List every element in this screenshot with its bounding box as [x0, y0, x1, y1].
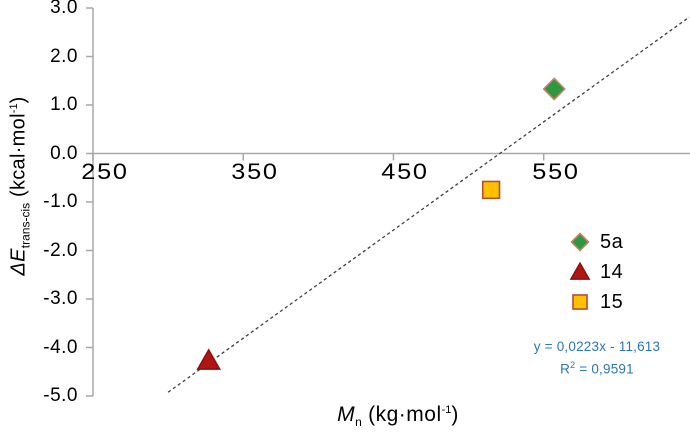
legend: 5a 14 15 [567, 227, 623, 317]
y-tick-label: 2.0 [50, 45, 78, 67]
x-axis-units-close: ) [451, 403, 459, 426]
x-axis-units: (kg·mol [361, 403, 442, 426]
y-tick-label: 1.0 [50, 94, 78, 115]
r-exponent: 2 [570, 360, 576, 370]
y-axis-units-exponent: -1 [7, 103, 20, 114]
y-axis-subscript: trans-cis [18, 202, 33, 249]
y-tick-label: -1.0 [43, 191, 78, 212]
triangle-icon [569, 261, 591, 280]
triangle-glyph [569, 261, 591, 280]
y-tick-label: 3.0 [50, 0, 78, 18]
x-tick-label: 550 [531, 159, 580, 184]
legend-item-14: 14 [567, 257, 623, 287]
legend-label-5a: 5a [600, 230, 624, 253]
diamond-icon [570, 232, 590, 252]
y-tick-label: -4.0 [43, 336, 78, 358]
data-point-14 [196, 348, 221, 370]
diamond-glyph [570, 232, 590, 252]
r-squared-value: = 0,9591 [575, 361, 634, 377]
x-axis-units-exponent: -1 [441, 404, 452, 416]
y-axis-symbol: E [7, 248, 30, 262]
y-axis-title: ΔEtrans-cis (kcal·mol-1) [8, 96, 33, 275]
data-point-15 [481, 180, 501, 200]
y-axis-units-close: ) [7, 96, 30, 104]
equation-line: y = 0,0223x - 11,613 [533, 339, 661, 354]
legend-label-14: 14 [600, 260, 624, 283]
r-symbol: R [560, 361, 571, 377]
x-tick-label: 350 [231, 159, 279, 184]
trendline [167, 16, 690, 393]
square-icon [572, 294, 588, 310]
y-tick-label: 0.0 [50, 142, 78, 164]
legend-item-5a: 5a [567, 227, 623, 257]
y-tick-label: -5.0 [43, 385, 78, 406]
delta-symbol: Δ [7, 261, 30, 276]
x-axis-subscript: n [355, 415, 362, 430]
legend-label-15: 15 [600, 290, 624, 313]
y-axis-units: (kcal·mol [7, 113, 30, 203]
y-tick-label: -3.0 [43, 288, 78, 309]
x-axis-title: Mn (kg·mol-1) [278, 403, 518, 429]
trendline-equation: y = 0,0223x - 11,613 R2 = 0,9591 [510, 338, 684, 379]
x-axis-symbol: M [337, 403, 356, 426]
square-glyph [572, 294, 588, 310]
legend-item-15: 15 [567, 287, 623, 317]
r-squared-line: R2 = 0,9591 [510, 356, 684, 379]
x-tick-label: 250 [81, 159, 129, 184]
y-tick-label: -2.0 [43, 239, 78, 261]
data-point-5a [542, 77, 566, 101]
x-tick-label: 450 [381, 159, 430, 184]
